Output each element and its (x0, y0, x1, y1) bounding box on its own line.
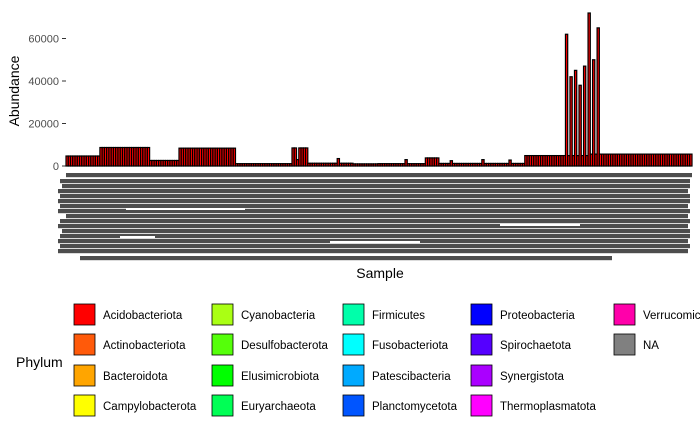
legend-swatch (342, 333, 365, 356)
legend-swatch (211, 333, 234, 356)
y-axis-title: Abundance (6, 55, 22, 126)
legend-swatch (73, 303, 96, 326)
bar (146, 146, 151, 167)
x-tick-label-gap (126, 208, 245, 210)
x-tick-label-band (60, 234, 690, 239)
legend-swatch (470, 364, 493, 387)
legend-swatch (613, 333, 636, 356)
legend-label: Synergistota (500, 371, 565, 383)
x-tick-labels (58, 173, 692, 261)
legend-swatch (342, 364, 365, 387)
x-tick-label-band (62, 184, 690, 189)
bar (336, 157, 341, 167)
legend-swatch (470, 303, 493, 326)
bar (578, 84, 582, 167)
x-tick-label-band (60, 194, 690, 199)
x-tick-label-band (58, 199, 690, 204)
legend-swatch (342, 394, 365, 417)
legend-label: Spirochaetota (500, 340, 572, 352)
legend-swatch (211, 394, 234, 417)
x-tick-label-band (80, 256, 612, 261)
bar (587, 12, 591, 167)
bar (689, 153, 693, 167)
legend-label: Proteobacteria (500, 310, 575, 322)
legend-label: Planctomycetota (372, 401, 458, 413)
x-tick-label-band (58, 249, 688, 254)
legend-label: Verrucomicrobiota (643, 310, 700, 322)
legend-label: Elusimicrobiota (241, 371, 320, 383)
legend-label: Desulfobacterota (241, 340, 329, 352)
x-tick-label-gap (120, 236, 155, 238)
y-tick-label: 20000 (28, 119, 59, 131)
x-tick-label-band (60, 219, 690, 224)
legend-label: Bacteroidota (103, 371, 168, 383)
bar (436, 157, 440, 167)
legend-label: Acidobacteriota (103, 310, 183, 322)
x-tick-label-band (60, 204, 688, 209)
bar (293, 147, 298, 167)
bar (591, 59, 596, 167)
legend-swatch (73, 333, 96, 356)
x-axis-title: Sample (356, 265, 404, 281)
legend-label: Campylobacterota (103, 401, 197, 413)
bar (404, 159, 408, 167)
legend-swatch (73, 394, 96, 417)
legend-label: Actinobacteriota (103, 340, 186, 352)
x-tick-label-band (60, 244, 690, 249)
legend-swatch (211, 364, 234, 387)
y-tick-label: 0 (53, 161, 59, 173)
legend-label: Firmicutes (372, 310, 425, 322)
legend-label: Fusobacteriota (372, 340, 449, 352)
bar (564, 33, 569, 167)
legend-label: Cyanobacteria (241, 310, 316, 322)
bar (582, 65, 587, 167)
x-tick-label-band (66, 214, 688, 219)
legend-swatch (613, 303, 636, 326)
bar (232, 147, 237, 167)
legend: Acidobacteriota Actinobacteriota Bacteroid… (73, 303, 700, 417)
bars (65, 12, 693, 167)
legend-swatch (73, 364, 96, 387)
x-tick-label-band (58, 209, 690, 214)
x-tick-label-gap (330, 241, 420, 243)
legend-label: Patescibacteria (372, 371, 451, 383)
bar (596, 27, 600, 167)
legend-swatch (470, 333, 493, 356)
bar (569, 76, 573, 167)
legend-label: Thermoplasmatota (500, 401, 596, 413)
x-tick-label-band (58, 189, 688, 194)
y-axis: 0 20000 40000 60000 (28, 34, 66, 173)
x-tick-label-band (58, 224, 688, 229)
bar (304, 147, 309, 167)
legend-label: Euryarchaeota (241, 401, 316, 413)
legend-label: NA (643, 340, 659, 352)
legend-swatch (470, 394, 493, 417)
legend-title: Phylum (16, 354, 63, 370)
y-tick-label: 40000 (28, 76, 59, 88)
legend-swatch (211, 303, 234, 326)
legend-swatch (342, 303, 365, 326)
x-tick-label-band (62, 229, 690, 234)
x-tick-label-band (60, 179, 690, 184)
y-tick-label: 60000 (28, 34, 59, 46)
x-tick-label-gap (500, 224, 580, 226)
bar (481, 159, 485, 167)
bar (573, 69, 578, 167)
x-tick-label-band (66, 173, 692, 178)
